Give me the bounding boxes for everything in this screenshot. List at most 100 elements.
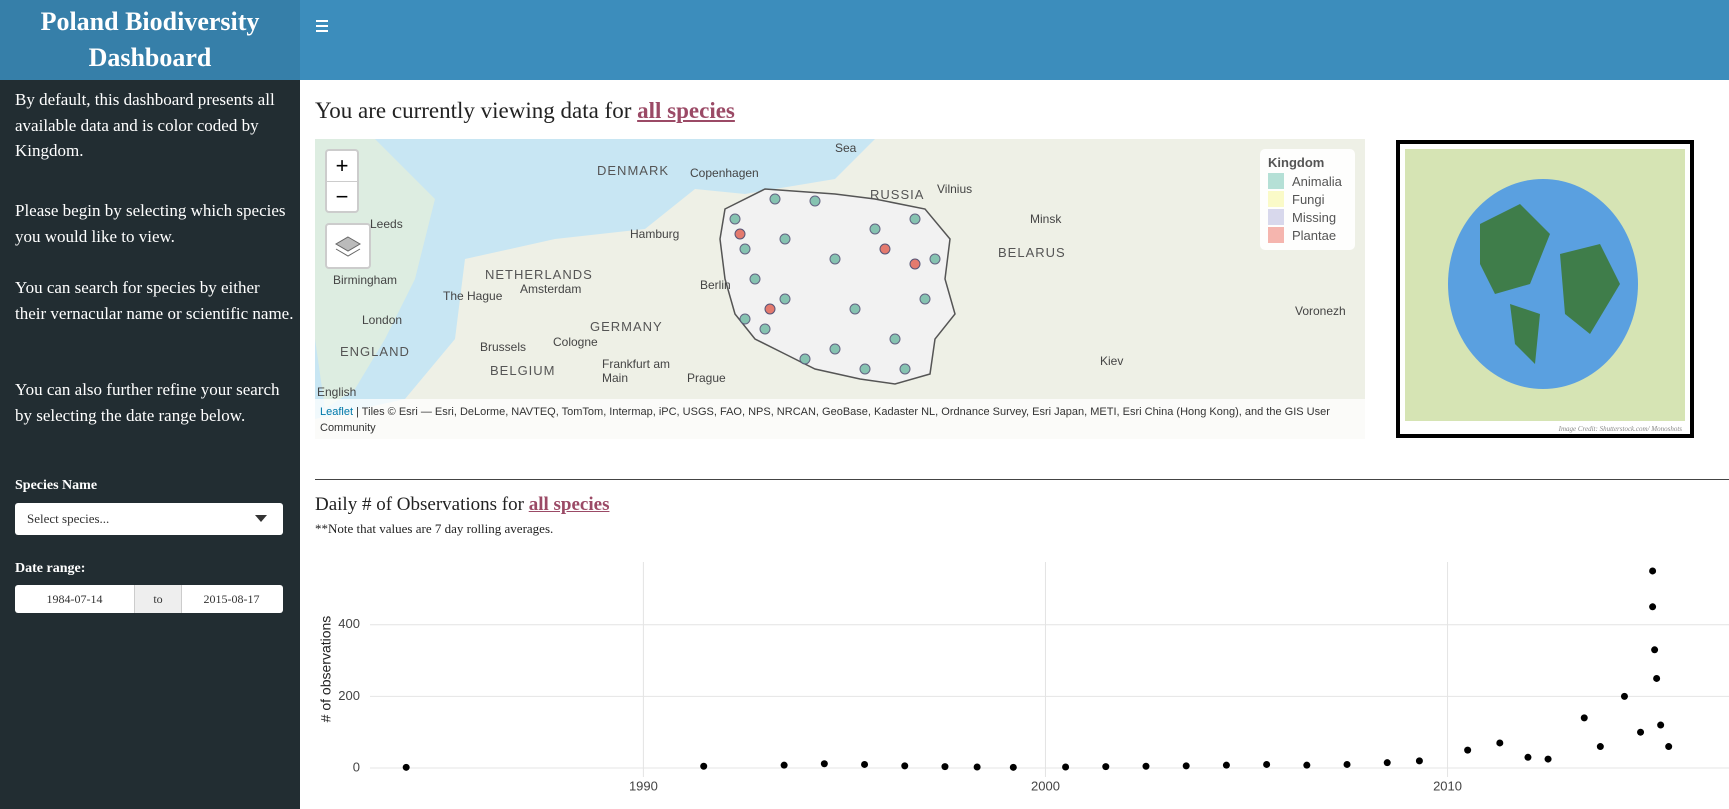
map-label: GERMANY xyxy=(590,319,663,334)
map-label: English xyxy=(317,385,357,399)
map-label: Vilnius xyxy=(937,182,973,196)
data-point xyxy=(1651,646,1659,654)
legend-item: Plantae xyxy=(1268,226,1347,244)
data-point xyxy=(700,762,708,770)
chart-species-link[interactable]: all species xyxy=(528,494,610,515)
leaflet-link[interactable]: Leaflet xyxy=(320,406,354,418)
legend-item: Fungi xyxy=(1268,190,1347,208)
map-label: Sea xyxy=(835,141,857,155)
layers-icon xyxy=(335,236,361,257)
map-label: Copenhagen xyxy=(690,166,759,180)
map-label: BELGIUM xyxy=(490,363,556,378)
map-label: Leeds xyxy=(370,217,403,231)
y-axis-label: # of observations xyxy=(318,616,334,723)
species-link[interactable]: all species xyxy=(637,98,735,123)
data-point xyxy=(1222,761,1230,769)
map-label: DENMARK xyxy=(597,163,670,178)
layers-control[interactable] xyxy=(325,223,371,269)
data-point xyxy=(1464,746,1472,754)
chart-heading-text: Daily # of Observations for xyxy=(315,494,529,515)
map-label: Birmingham xyxy=(333,273,398,287)
heading-text: You are currently viewing data for xyxy=(315,98,638,123)
zoom-out[interactable]: − xyxy=(335,184,349,209)
map-label: The Hague xyxy=(443,289,503,303)
map-label: ENGLAND xyxy=(340,344,410,359)
date-range: 1984-07-14 to 2015-08-17 xyxy=(15,585,283,613)
legend-swatch xyxy=(1268,173,1284,189)
data-point xyxy=(1649,603,1657,611)
chart-note: **Note that values are 7 day rolling ave… xyxy=(315,521,554,536)
date-end[interactable]: 2015-08-17 xyxy=(203,592,260,606)
map-label: BELARUS xyxy=(998,245,1066,260)
map-label: NETHERLANDS xyxy=(485,267,593,282)
attribution-text: | Tiles © Esri — Esri, DeLorme, NAVTEQ, … xyxy=(320,406,1330,434)
data-point xyxy=(1343,760,1351,768)
species-image: Image Credit: Shutterstock.com/ Monoshot… xyxy=(1396,140,1694,438)
date-start[interactable]: 1984-07-14 xyxy=(46,592,103,606)
map[interactable]: + − Kingdom Animalia Fungi Missing Plantae … xyxy=(315,139,1365,439)
data-point xyxy=(941,763,949,771)
legend-label: Fungi xyxy=(1292,191,1325,207)
data-point xyxy=(780,761,788,769)
legend-label: Missing xyxy=(1292,209,1337,225)
data-point xyxy=(1653,674,1661,682)
data-point xyxy=(820,760,828,768)
legend-label: Animalia xyxy=(1292,173,1342,189)
map-label: Frankfurt am Main xyxy=(602,357,671,385)
data-point xyxy=(402,763,410,771)
image-credit: Image Credit: Shutterstock.com/ Monoshot… xyxy=(1558,425,1683,433)
legend-item: Missing xyxy=(1268,208,1347,226)
chart: # of observations 0 200 400 1990 2000 2010 xyxy=(318,562,1729,793)
map-label: Kiev xyxy=(1100,354,1124,368)
data-point xyxy=(1544,755,1552,763)
map-label: Brussels xyxy=(480,340,527,354)
y-tick-label: 0 xyxy=(353,759,360,774)
zoom-control: + − xyxy=(325,149,359,213)
sidebar-paragraph: You can search for species by either the… xyxy=(15,278,294,323)
species-label: Species Name xyxy=(15,478,98,493)
data-point xyxy=(1649,567,1657,575)
legend-items: Animalia Fungi Missing Plantae xyxy=(1268,172,1347,244)
species-select[interactable]: Select species... xyxy=(15,503,283,535)
data-point xyxy=(901,762,909,770)
dropdown-arrow xyxy=(255,515,267,522)
species-placeholder: Select species... xyxy=(27,511,110,526)
legend-swatch xyxy=(1268,209,1284,225)
earth-illustration: Image Credit: Shutterstock.com/ Monoshot… xyxy=(1405,149,1685,433)
data-point xyxy=(1182,762,1190,770)
legend-item: Animalia xyxy=(1268,172,1347,190)
chart-heading: Daily # of Observations for all species xyxy=(315,494,609,516)
map-label: Prague xyxy=(687,371,726,385)
data-point xyxy=(861,760,869,768)
map-label: Hamburg xyxy=(630,227,680,241)
map-label: RUSSIA xyxy=(870,187,925,202)
map-label: Voronezh xyxy=(1295,304,1346,318)
data-point xyxy=(1620,692,1628,700)
zoom-in[interactable]: + xyxy=(327,151,357,182)
x-tick-label: 1990 xyxy=(629,778,658,793)
data-point xyxy=(1657,721,1665,729)
date-separator: to xyxy=(134,585,182,613)
map-label: Cologne xyxy=(553,335,598,349)
data-point xyxy=(1637,728,1645,736)
menu-toggle[interactable] xyxy=(300,12,344,42)
map-legend: Kingdom Animalia Fungi Missing Plantae xyxy=(1260,149,1355,250)
map-attribution: Leaflet | Tiles © Esri — Esri, DeLorme, … xyxy=(315,399,1365,439)
top-bar xyxy=(300,0,1729,80)
data-point xyxy=(1524,753,1532,761)
y-tick-label: 200 xyxy=(338,688,360,703)
legend-swatch xyxy=(1268,227,1284,243)
map-label: London xyxy=(362,313,403,327)
main-heading: You are currently viewing data for all s… xyxy=(315,98,735,124)
data-point xyxy=(1596,743,1604,751)
divider xyxy=(315,479,1729,480)
dashboard-title: Poland Biodiversity Dashboard xyxy=(40,7,260,72)
data-point xyxy=(973,763,981,771)
legend-label: Plantae xyxy=(1292,227,1337,243)
sidebar-paragraph: Please begin by selecting which species … xyxy=(15,201,286,246)
data-point xyxy=(1062,763,1070,771)
sidebar-paragraph: By default, this dashboard presents all … xyxy=(15,90,275,160)
map-label: Minsk xyxy=(1030,212,1062,226)
data-point xyxy=(1009,763,1017,771)
map-label: Amsterdam xyxy=(520,282,582,296)
